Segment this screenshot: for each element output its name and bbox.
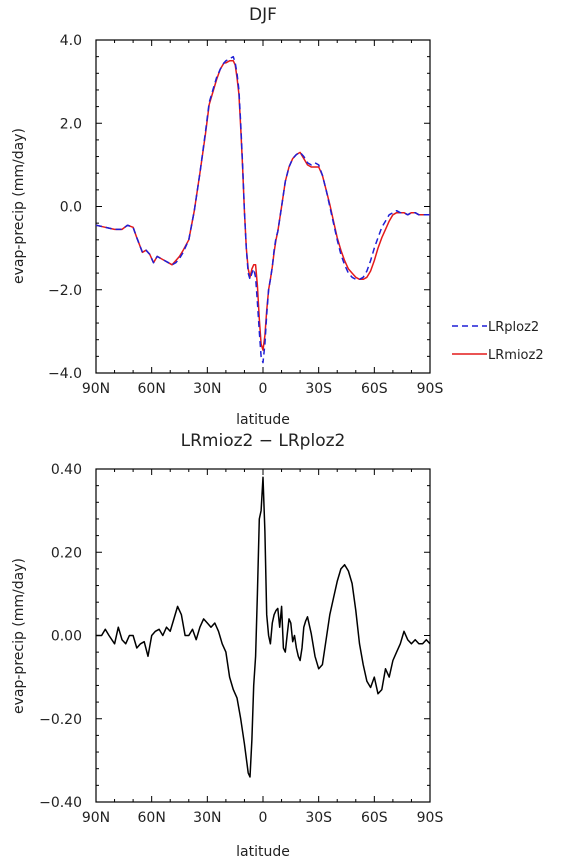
- bottom-x-tick-label: 30S: [305, 810, 332, 826]
- legend-label-lrploz2: LRploz2: [488, 320, 539, 335]
- top-axis-ticks: 90N 60N 30N 0 30S 60S 90S 4.0 2.0 0.0 −2.0 −4.0: [48, 33, 443, 397]
- top-x-tick-label: 0: [259, 381, 268, 397]
- bottom-x-tick-label: 90S: [417, 810, 444, 826]
- top-x-tick-label: 60S: [361, 381, 388, 397]
- top-chart-title: DJF: [249, 5, 277, 25]
- bottom-x-tick-label: 60N: [138, 810, 166, 826]
- top-y-tick-label: −4.0: [48, 366, 82, 382]
- bottom-series-line-difference: [96, 476, 431, 778]
- top-chart-panel: DJF 90N 60N 30N 0 30S 60S 90S 4.0 2.0 0.0 −2.0 −4.0…: [11, 5, 544, 428]
- top-series-group: [95, 55, 430, 364]
- legend-label-lrmioz2: LRmioz2: [488, 348, 544, 363]
- legend: LRploz2 LRmioz2: [452, 320, 544, 363]
- top-y-tick-label: 4.0: [60, 33, 82, 49]
- top-x-tick-label: 90N: [82, 381, 110, 397]
- bottom-plot-frame: [95, 468, 431, 803]
- top-plot-frame: [95, 39, 431, 374]
- bottom-y-tick-label: 0.00: [51, 629, 82, 645]
- bottom-chart-title: LRmioz2 − LRploz2: [181, 431, 346, 451]
- bottom-y-tick-label: −0.20: [39, 712, 82, 728]
- top-series-line-lrploz2: [95, 55, 430, 364]
- top-y-axis-label: evap-precip (mm/day): [11, 128, 27, 284]
- bottom-y-tick-label: 0.40: [51, 462, 82, 478]
- bottom-y-axis-label: evap-precip (mm/day): [11, 558, 27, 714]
- top-y-tick-label: −2.0: [48, 283, 82, 299]
- bottom-axis-ticks: 90N 60N 30N 0 30S 60S 90S 0.40 0.20 0.00 −0.20 −0.4…: [39, 462, 443, 826]
- bottom-x-axis-label: latitude: [236, 844, 290, 860]
- bottom-chart-panel: LRmioz2 − LRploz2 90N 60N 30N 0 30S 60S 90S 0.4…: [11, 431, 443, 860]
- bottom-y-tick-label: −0.40: [39, 795, 82, 811]
- top-series-line-lrmioz2: [95, 60, 430, 351]
- top-x-tick-label: 30S: [305, 381, 332, 397]
- top-x-tick-label: 30N: [193, 381, 221, 397]
- top-y-tick-label: 0.0: [60, 200, 82, 216]
- bottom-x-tick-label: 30N: [193, 810, 221, 826]
- bottom-y-tick-label: 0.20: [51, 545, 82, 561]
- top-y-tick-label: 2.0: [60, 116, 82, 132]
- top-x-tick-label: 60N: [138, 381, 166, 397]
- top-x-tick-label: 90S: [417, 381, 444, 397]
- bottom-x-tick-label: 90N: [82, 810, 110, 826]
- bottom-series-group: [96, 476, 431, 778]
- bottom-x-tick-label: 0: [259, 810, 268, 826]
- bottom-x-tick-label: 60S: [361, 810, 388, 826]
- top-x-axis-label: latitude: [236, 412, 290, 428]
